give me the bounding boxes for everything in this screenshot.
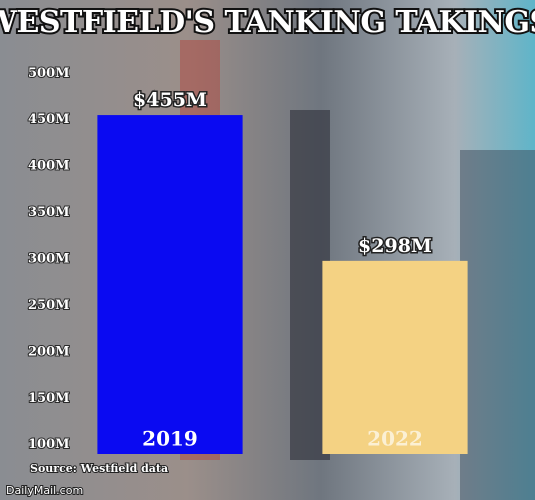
y-tick-label: 100M — [28, 437, 70, 452]
x-tick-label: 2019 — [142, 427, 198, 451]
y-tick-label: 400M — [28, 159, 70, 174]
source: Source: Westfield data — [30, 462, 168, 475]
credit: DailyMail.com — [6, 484, 83, 497]
y-tick-label: 500M — [28, 66, 70, 81]
y-tick-label: 150M — [28, 391, 70, 406]
bar — [322, 260, 468, 454]
background-building — [460, 150, 535, 500]
x-tick-label: 2022 — [367, 427, 423, 451]
chart-title: WESTFIELD'S TANKING TAKINGS — [0, 5, 535, 40]
y-tick-label: 350M — [28, 205, 70, 220]
y-tick-label: 450M — [28, 112, 70, 127]
bar — [97, 115, 243, 455]
y-tick-label: 200M — [28, 344, 70, 359]
value-label: $298M — [358, 235, 432, 257]
y-tick-label: 300M — [28, 252, 70, 267]
y-tick-label: 250M — [28, 298, 70, 313]
value-label: $455M — [133, 89, 207, 111]
